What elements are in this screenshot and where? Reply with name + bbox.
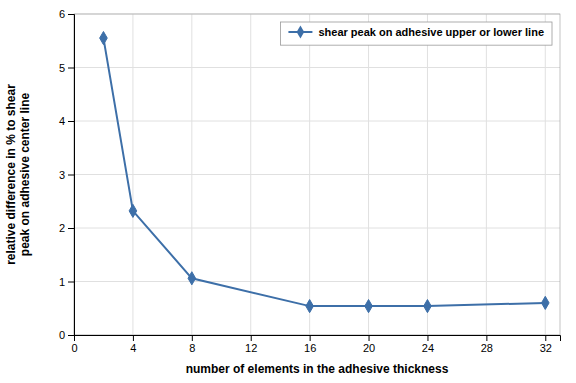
x-axis-tick-mark — [310, 335, 311, 341]
marker — [100, 31, 108, 44]
y-axis-tick-mark — [68, 335, 74, 336]
y-axis-tick-label: 6 — [59, 8, 65, 20]
x-axis-tick-mark — [369, 335, 370, 341]
x-axis-tick: 12 — [245, 335, 257, 354]
marker — [541, 296, 549, 309]
plot: 0481216202428320123456number of elements… — [4, 8, 561, 376]
y-axis-tick-label: 4 — [59, 115, 65, 127]
x-axis-tick-mark — [545, 335, 546, 341]
y-axis-tick-label: 0 — [59, 329, 65, 341]
x-axis-tick-label: 8 — [189, 342, 195, 354]
marker — [188, 272, 196, 285]
x-axis-tick: 32 — [540, 335, 552, 354]
y-axis-tick-label: 3 — [59, 169, 65, 181]
legend-label: shear peak on adhesive upper or lower li… — [318, 26, 544, 38]
y-axis-tick-label: 2 — [59, 222, 65, 234]
x-axis-tick-label: 28 — [481, 342, 493, 354]
x-axis-tick: 24 — [422, 335, 434, 354]
y-axis-tick-mark — [68, 68, 74, 69]
grid-line-y — [74, 281, 560, 282]
y-axis-line — [68, 15, 75, 336]
y-axis-tick: 4 — [59, 115, 74, 127]
y-axis-title-line: relative difference in % to shear — [4, 84, 18, 265]
x-axis-tick-mark — [133, 335, 134, 341]
x-axis-tick: 4 — [130, 335, 136, 354]
grid — [74, 14, 560, 335]
marker — [365, 300, 373, 313]
y-axis-tick-label: 5 — [59, 62, 65, 74]
x-axis-tick-label: 20 — [363, 342, 375, 354]
y-axis-tick-label: 1 — [59, 276, 65, 288]
x-axis-tick-label: 0 — [71, 342, 77, 354]
legend-item: shear peak on adhesive upper or lower li… — [288, 25, 544, 38]
x-axis-title: number of elements in the adhesive thick… — [186, 362, 449, 376]
legend: shear peak on adhesive upper or lower li… — [280, 22, 552, 45]
y-axis-tick: 3 — [59, 169, 74, 181]
y-axis-tick-mark — [68, 228, 74, 229]
x-axis-tick-mark — [486, 335, 487, 341]
y-axis-tick-mark — [68, 121, 74, 122]
y-axis-title: relative difference in % to shearpeak on… — [4, 84, 32, 265]
x-axis-tick: 28 — [481, 335, 493, 354]
x-axis-tick-label: 16 — [304, 342, 316, 354]
chart: 0481216202428320123456number of elements… — [0, 0, 576, 383]
x-axis: 0 4 8 12 16 20 24 28 32 — [71, 335, 560, 354]
marker — [424, 300, 432, 313]
grid-line-y — [74, 174, 560, 175]
x-axis-tick-label: 32 — [540, 342, 552, 354]
marker — [306, 300, 314, 313]
marks — [100, 31, 549, 312]
x-axis-tick: 0 — [71, 335, 77, 354]
x-axis-tick-label: 4 — [130, 342, 136, 354]
x-axis-tick-label: 12 — [245, 342, 257, 354]
grid-line-y — [74, 121, 560, 122]
y-axis-tick: 5 — [59, 62, 74, 74]
y-axis-tick: 1 — [59, 276, 74, 288]
y-axis-tick: 2 — [59, 222, 74, 234]
legend-frame — [280, 22, 552, 45]
y-axis: 0 1 2 3 4 5 6 — [59, 8, 75, 341]
x-axis-line — [75, 336, 561, 342]
y-axis-tick: 6 — [59, 8, 74, 20]
plot-frame — [74, 14, 560, 335]
x-axis-tick: 16 — [304, 335, 316, 354]
y-axis-title-line: peak on adhesive center line — [18, 92, 32, 256]
x-axis-tick-label: 24 — [422, 342, 434, 354]
y-axis-tick: 0 — [59, 329, 74, 341]
grid-line-y — [74, 67, 560, 68]
x-axis-tick: 20 — [363, 335, 375, 354]
line — [103, 38, 545, 306]
y-axis-tick-mark — [68, 175, 74, 176]
x-axis-tick-mark — [427, 335, 428, 341]
x-axis-tick: 8 — [189, 335, 195, 354]
marker — [129, 204, 137, 217]
y-axis-tick-mark — [68, 282, 74, 283]
x-axis-tick-mark — [251, 335, 252, 341]
legend-marker — [297, 25, 305, 38]
y-axis-tick-mark — [68, 14, 74, 15]
x-axis-tick-mark — [192, 335, 193, 341]
